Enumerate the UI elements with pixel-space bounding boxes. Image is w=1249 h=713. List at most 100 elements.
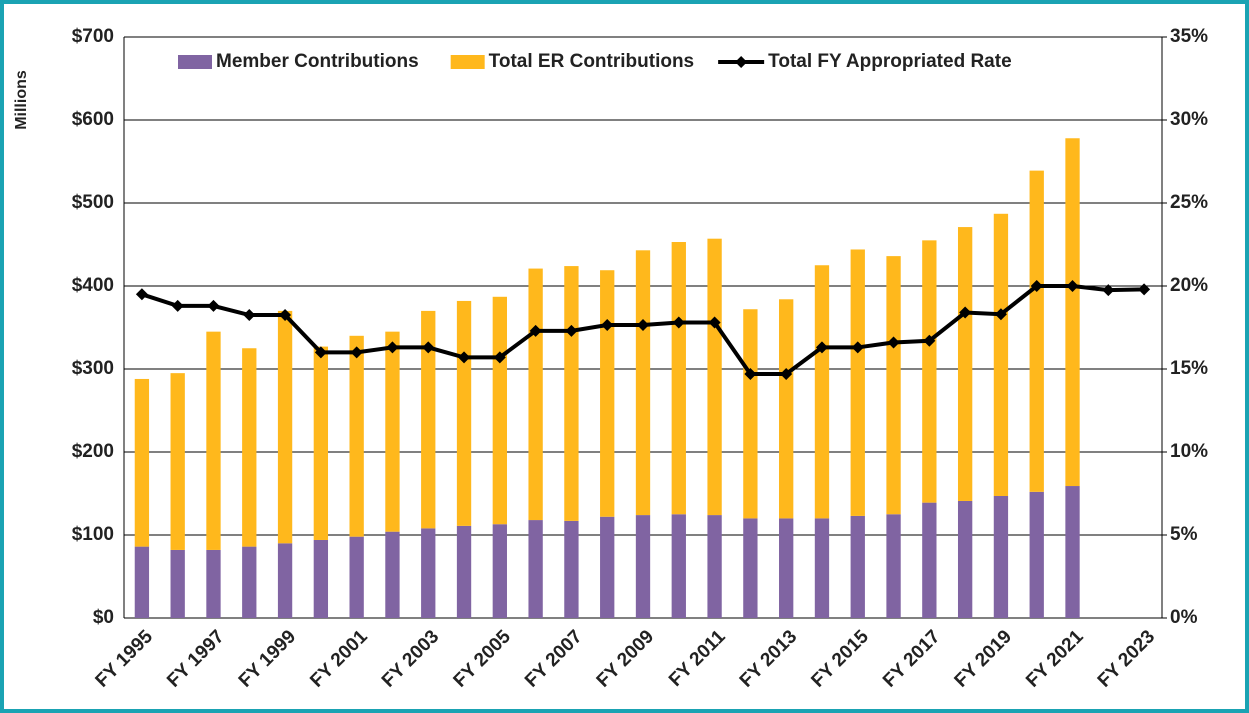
legend-label: Member Contributions [216, 51, 419, 72]
y-tick-label: $100 [72, 524, 114, 545]
bar [993, 213, 1009, 496]
line-marker [493, 351, 506, 364]
legend-label: Total FY Appropriated Rate [768, 51, 1012, 72]
bar [349, 335, 364, 537]
bar [492, 524, 507, 618]
bar [242, 546, 257, 618]
y2-tick-label: 30% [1170, 109, 1208, 130]
bar [456, 300, 472, 526]
bar [600, 516, 615, 618]
y-axis-label: Millions [13, 70, 30, 130]
bar [170, 373, 185, 550]
bar [814, 265, 830, 519]
line-marker [1138, 283, 1151, 296]
y-tick-label: $600 [72, 109, 114, 130]
legend-marker [735, 56, 748, 68]
bar [743, 309, 758, 519]
bar [850, 515, 865, 618]
bar [707, 238, 722, 516]
y-tick-label: $300 [72, 358, 114, 379]
y2-tick-label: 0% [1170, 607, 1198, 628]
line-marker [207, 299, 220, 312]
bar [814, 518, 830, 618]
line-marker [1030, 280, 1043, 292]
bar [313, 539, 329, 618]
bar [993, 495, 1009, 618]
bar [170, 549, 185, 618]
line-marker [744, 367, 757, 380]
y-tick-label: $700 [72, 26, 114, 47]
line-marker [959, 306, 972, 319]
bar [528, 268, 543, 521]
y-tick-label: $500 [72, 192, 114, 213]
bar [492, 296, 507, 525]
line-marker [243, 309, 256, 322]
bar [779, 299, 794, 519]
line-marker [780, 367, 793, 380]
bar [635, 515, 651, 618]
bar [922, 240, 937, 503]
line-marker [135, 288, 148, 301]
line-marker [314, 346, 327, 359]
bar [385, 531, 400, 618]
line-marker [851, 341, 864, 354]
line-marker [1102, 284, 1115, 297]
bar [743, 518, 758, 618]
line-marker [1066, 280, 1079, 292]
bar [134, 546, 150, 618]
bar [886, 514, 901, 618]
line-marker [708, 316, 721, 329]
y2-tick-label: 5% [1170, 524, 1198, 545]
line-marker [565, 324, 578, 337]
y2-tick-label: 35% [1170, 26, 1208, 47]
legend-label: Total ER Contributions [489, 51, 694, 72]
line-marker [279, 309, 292, 322]
bar [421, 528, 436, 618]
line-marker [171, 299, 184, 312]
bar [421, 310, 436, 529]
bar [385, 331, 400, 532]
line-marker [994, 308, 1007, 321]
bar [779, 518, 794, 618]
line-marker [815, 341, 828, 354]
line-marker [887, 336, 900, 349]
bar [1029, 170, 1044, 492]
bar [349, 536, 364, 618]
bar [206, 549, 221, 618]
bar [671, 514, 686, 618]
bar [600, 270, 615, 517]
line-marker [422, 341, 435, 354]
bar [1065, 138, 1080, 487]
bar [134, 378, 150, 547]
bar [277, 543, 293, 618]
y-tick-label: $200 [72, 441, 114, 462]
line-marker [923, 334, 936, 347]
y2-tick-label: 25% [1170, 192, 1208, 213]
bar [886, 256, 901, 515]
bar [277, 310, 293, 544]
legend-swatch [450, 55, 485, 69]
bar [635, 250, 651, 516]
bar [1029, 491, 1044, 618]
y2-tick-label: 10% [1170, 441, 1208, 462]
bar [313, 346, 329, 540]
bar [456, 525, 472, 618]
y-tick-label: $0 [93, 607, 114, 628]
bar [922, 502, 937, 618]
bar [206, 331, 221, 550]
line-marker [601, 319, 614, 332]
bar [564, 520, 579, 618]
line-marker [458, 351, 471, 364]
bar [850, 249, 865, 516]
y2-tick-label: 15% [1170, 358, 1208, 379]
bar [707, 515, 722, 618]
line-marker [672, 316, 685, 329]
line-marker [386, 341, 399, 354]
line-marker [350, 346, 363, 359]
bar [1065, 486, 1080, 618]
y2-tick-label: 20% [1170, 275, 1208, 296]
bar [957, 500, 973, 618]
bar [671, 242, 686, 515]
